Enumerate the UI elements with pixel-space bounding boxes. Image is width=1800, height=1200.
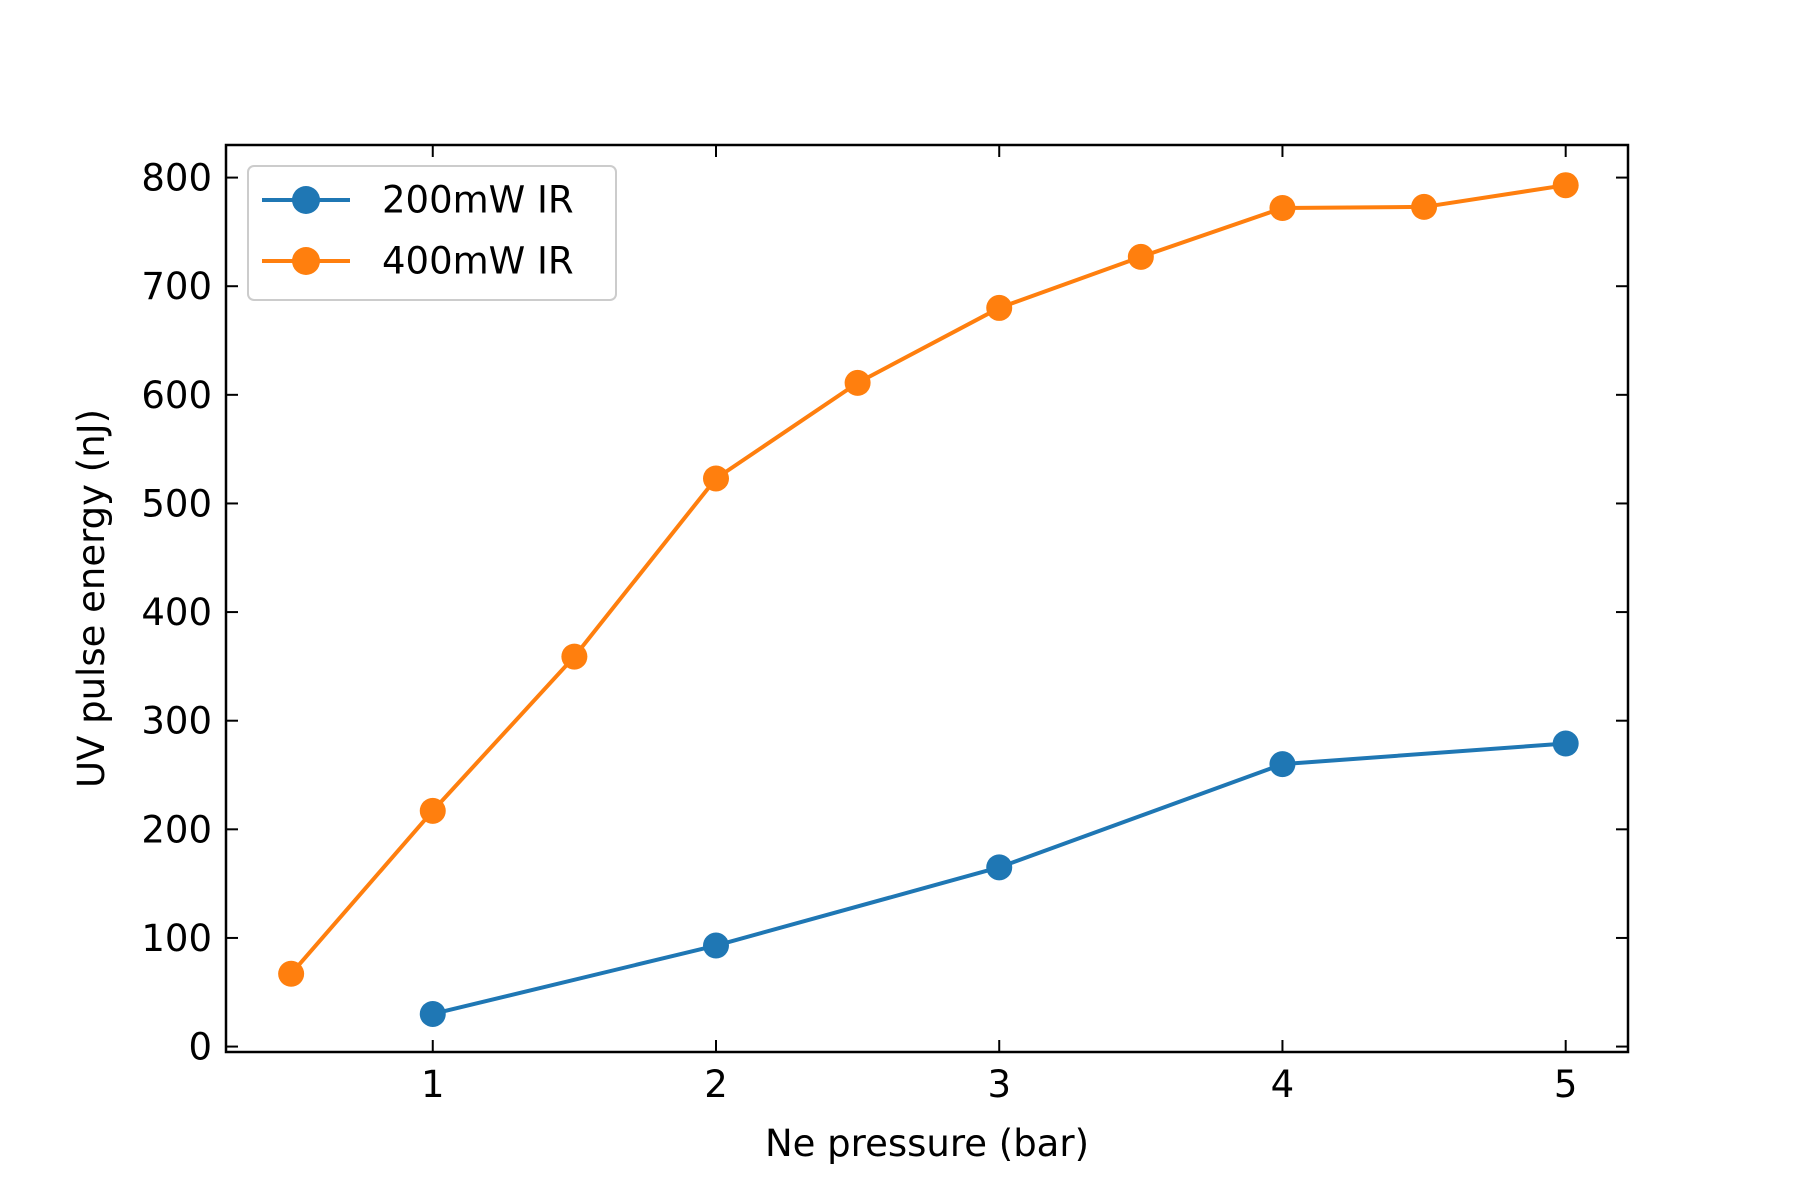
data-point	[702, 932, 729, 959]
data-point	[1269, 195, 1296, 222]
data-point	[419, 797, 446, 824]
data-point	[844, 369, 871, 396]
data-point	[986, 294, 1013, 321]
y-tick-label: 0	[188, 1026, 212, 1069]
y-tick-label: 300	[141, 700, 212, 743]
data-point	[561, 643, 588, 670]
x-tick-label: 3	[987, 1063, 1011, 1106]
y-tick-label: 200	[141, 808, 212, 851]
data-point	[278, 960, 305, 987]
legend-entry-200mw: 200mW IR	[262, 179, 574, 222]
data-point	[1127, 243, 1154, 270]
x-tick-label: 5	[1554, 1063, 1578, 1106]
y-tick-label: 400	[141, 591, 212, 634]
y-tick-label: 700	[141, 265, 212, 308]
legend: 200mW IR 400mW IR	[247, 165, 617, 301]
plot-frame	[224, 143, 1630, 1054]
data-point	[419, 1000, 446, 1027]
y-tick-label: 800	[141, 157, 212, 200]
data-point	[1269, 751, 1296, 778]
x-tick-label: 4	[1271, 1063, 1295, 1106]
x-axis-label: Ne pressure (bar)	[765, 1122, 1089, 1165]
data-point	[1552, 172, 1579, 199]
legend-entry-400mw: 400mW IR	[262, 240, 574, 283]
legend-label-400mw: 400mW IR	[382, 240, 574, 283]
legend-label-200mw: 200mW IR	[382, 179, 574, 222]
data-point	[1411, 193, 1438, 220]
ticks-layer: 1 2 3 4 5 0 100 200 300 400 500 600 700 800	[141, 145, 1628, 1106]
x-tick-label: 1	[421, 1063, 445, 1106]
y-tick-label: 100	[141, 917, 212, 960]
data-point	[986, 854, 1013, 881]
data-point	[1552, 730, 1579, 757]
y-tick-label: 500	[141, 482, 212, 525]
x-tick-label: 2	[704, 1063, 728, 1106]
y-tick-label: 600	[141, 374, 212, 417]
data-point	[702, 465, 729, 492]
legend-marker-200mw	[292, 186, 320, 214]
series-line-1	[289, 183, 1566, 976]
legend-marker-400mw	[292, 247, 320, 275]
y-axis-label: UV pulse energy (nJ)	[70, 409, 113, 788]
series-layer	[278, 172, 1579, 1027]
